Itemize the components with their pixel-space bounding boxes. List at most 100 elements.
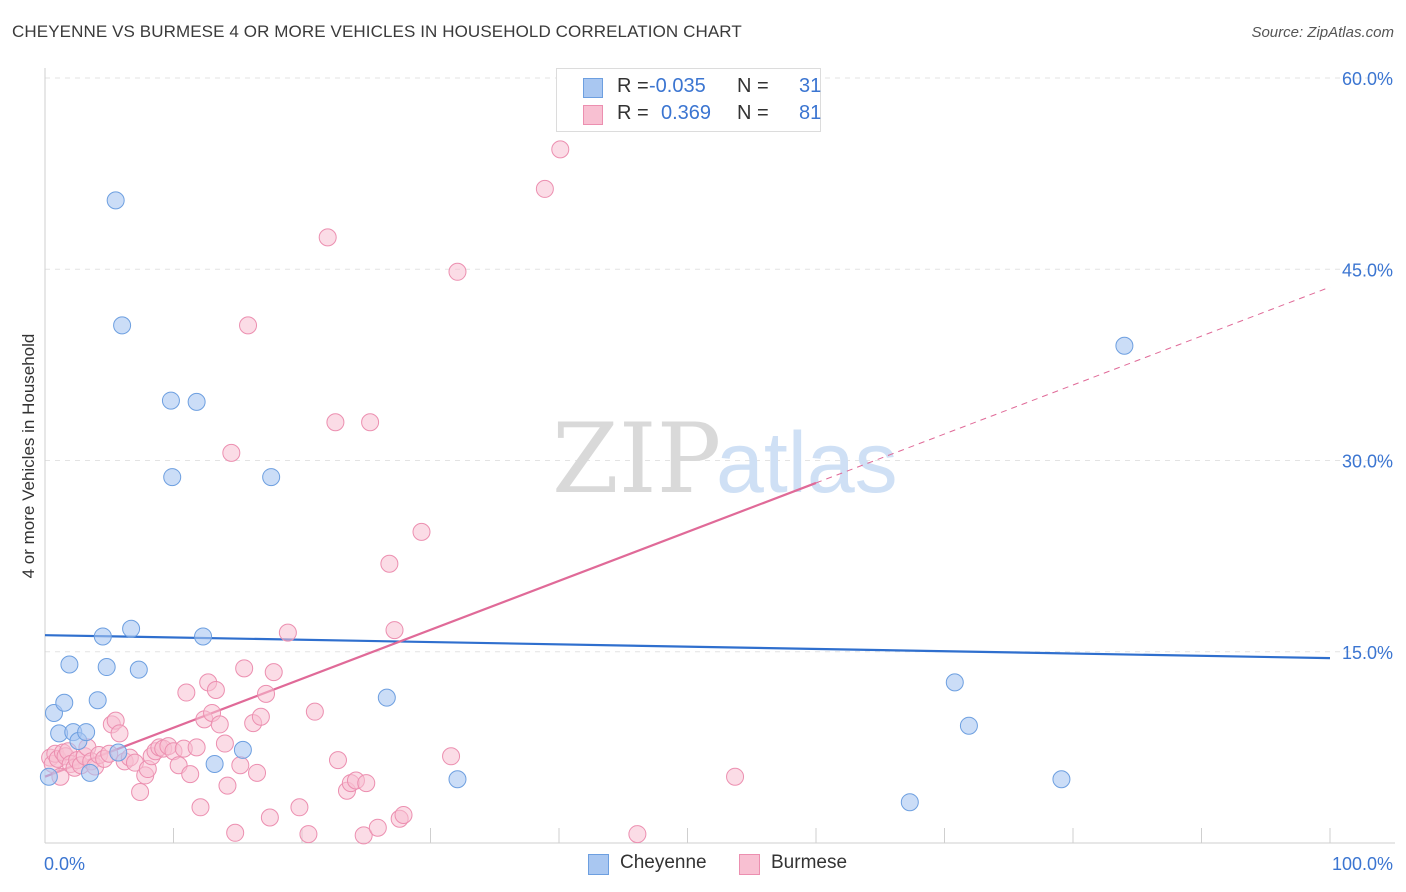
- cheyenne-point: [122, 619, 141, 638]
- burmese-point: [226, 823, 245, 842]
- burmese-point: [448, 262, 467, 281]
- burmese-point: [368, 818, 387, 837]
- cheyenne-trendline: [44, 634, 1331, 660]
- burmese-point: [551, 140, 570, 159]
- burmese-point: [305, 702, 324, 721]
- gridlines: [45, 77, 1395, 653]
- burmese-point: [535, 179, 554, 198]
- bottom-legend-label: Burmese: [771, 852, 848, 873]
- cheyenne-point: [129, 660, 148, 679]
- burmese-point: [385, 621, 404, 640]
- cheyenne-point: [77, 723, 96, 742]
- cheyenne-point: [1052, 770, 1071, 789]
- cheyenne-point: [448, 770, 467, 789]
- legend-n-label: N =: [737, 102, 769, 124]
- cheyenne-point: [187, 392, 206, 411]
- legend: R = -0.035 N = 31 R = 0.369 N = 81: [556, 68, 821, 132]
- x-tick-labels: 0.0% 100.0%: [44, 854, 1393, 874]
- chart-title: CHEYENNE VS BURMESE 4 OR MORE VEHICLES I…: [12, 22, 742, 41]
- burmese-trendline-extension: [815, 286, 1331, 484]
- burmese-point: [222, 443, 241, 462]
- cheyenne-point: [377, 688, 396, 707]
- burmese-point: [239, 316, 258, 335]
- y-tick-label: 30.0%: [1342, 452, 1393, 472]
- y-tick-label: 45.0%: [1342, 260, 1393, 280]
- cheyenne-point: [900, 793, 919, 812]
- legend-n-value: 31: [799, 75, 822, 97]
- burmese-trendline: [44, 481, 817, 778]
- burmese-point: [412, 522, 431, 541]
- x-tick-label: 0.0%: [44, 854, 85, 874]
- cheyenne-point: [205, 754, 224, 773]
- cheyenne-point: [55, 693, 74, 712]
- cheyenne-point: [106, 191, 125, 210]
- cheyenne-point: [93, 627, 112, 646]
- cheyenne-points: [39, 191, 1134, 812]
- cheyenne-point: [959, 716, 978, 735]
- cheyenne-point: [161, 391, 180, 410]
- watermark-zip: ZIP: [552, 403, 721, 515]
- burmese-point: [326, 413, 345, 432]
- legend-swatch-burmese: [583, 105, 603, 125]
- burmese-point: [442, 747, 461, 766]
- burmese-point: [380, 554, 399, 573]
- watermark-atlas: atlas: [716, 415, 898, 511]
- legend-r-value: -0.035: [649, 75, 706, 97]
- burmese-point: [181, 765, 200, 784]
- burmese-point: [726, 767, 745, 786]
- y-axis-label: 4 or more Vehicles in Household: [19, 334, 38, 579]
- watermark: ZIP atlas: [552, 403, 898, 515]
- cheyenne-point: [60, 655, 79, 674]
- cheyenne-point: [88, 691, 107, 710]
- burmese-points: [41, 140, 745, 845]
- y-tick-labels: 15.0% 30.0% 45.0% 60.0%: [1342, 69, 1393, 663]
- cheyenne-point: [194, 627, 213, 646]
- cheyenne-point: [945, 673, 964, 692]
- trendlines: [44, 286, 1331, 778]
- burmese-point: [278, 623, 297, 642]
- burmese-point: [206, 681, 225, 699]
- burmese-point: [299, 825, 318, 844]
- cheyenne-point: [163, 468, 182, 487]
- cheyenne-point: [1115, 336, 1134, 355]
- cheyenne-point: [233, 740, 252, 759]
- burmese-point: [318, 228, 337, 247]
- legend-r-value: 0.369: [661, 102, 712, 124]
- burmese-point: [248, 763, 267, 782]
- burmese-point: [210, 715, 229, 734]
- bottom-legend-label: Cheyenne: [620, 852, 707, 873]
- burmese-point: [235, 659, 254, 678]
- burmese-point: [257, 684, 276, 703]
- source-label: Source: ZipAtlas.com: [1251, 24, 1394, 41]
- burmese-point: [260, 808, 279, 827]
- cheyenne-point: [109, 743, 128, 762]
- burmese-point: [361, 413, 380, 432]
- x-tick-label: 100.0%: [1332, 854, 1393, 874]
- burmese-point: [357, 774, 376, 793]
- burmese-point: [218, 776, 237, 795]
- axes: [44, 68, 1395, 844]
- bottom-legend-swatch-burmese: [739, 854, 760, 875]
- legend-r-label: R =: [617, 102, 649, 124]
- burmese-point: [191, 798, 210, 817]
- legend-n-label: N =: [737, 75, 769, 97]
- burmese-point: [177, 683, 196, 702]
- burmese-point: [328, 751, 347, 770]
- burmese-point: [131, 783, 150, 801]
- burmese-point: [290, 798, 309, 817]
- bottom-legend-swatch-cheyenne: [588, 854, 609, 875]
- legend-swatch-cheyenne: [583, 78, 603, 98]
- burmese-point: [354, 826, 373, 845]
- burmese-point: [264, 663, 283, 682]
- burmese-point: [110, 724, 129, 743]
- burmese-point: [215, 734, 234, 753]
- cheyenne-point: [113, 316, 132, 335]
- cheyenne-point: [39, 767, 58, 786]
- y-tick-label: 60.0%: [1342, 69, 1393, 89]
- burmese-point: [231, 756, 250, 775]
- burmese-point: [251, 707, 270, 726]
- burmese-point: [394, 805, 413, 824]
- burmese-point: [187, 738, 206, 757]
- cheyenne-point: [80, 763, 99, 782]
